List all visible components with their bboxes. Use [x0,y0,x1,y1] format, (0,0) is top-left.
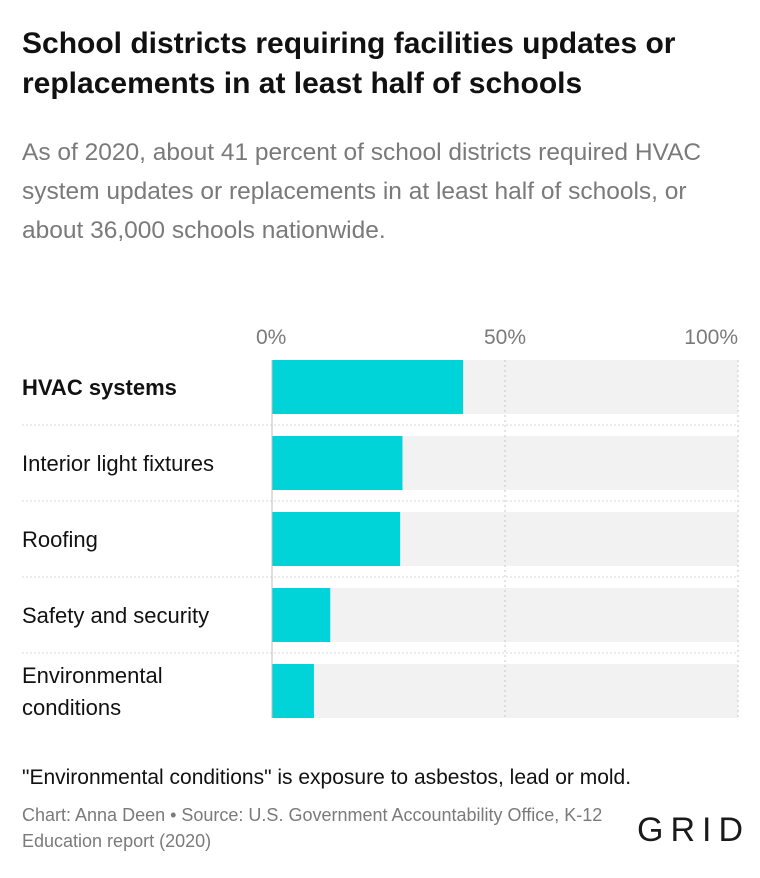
bar-chart: 0% 50% 100% HVAC systems Interior light fixt… [22,326,739,720]
chart-credit: Chart: Anna Deen • Source: U.S. Governme… [22,805,603,851]
bar [272,436,403,490]
chart-subtitle: As of 2020, about 41 percent of school d… [22,139,702,244]
category-label: Roofing [22,527,98,552]
x-tick-label: 100% [684,326,738,349]
category-label: HVAC systems [22,375,177,400]
grid-logo: GRID [637,811,750,849]
chart-note: "Environmental conditions" is exposure t… [22,766,632,789]
bar [272,360,464,414]
chart-title: School districts requiring facilities up… [22,27,676,100]
x-tick-label: 50% [484,326,526,349]
category-label: Environmental conditions [22,663,163,720]
category-label: Interior light fixtures [22,451,214,476]
category-label: Safety and security [22,603,209,628]
x-tick-label: 0% [256,326,286,349]
bar [272,512,401,566]
bar [272,664,314,718]
bar [272,588,331,642]
